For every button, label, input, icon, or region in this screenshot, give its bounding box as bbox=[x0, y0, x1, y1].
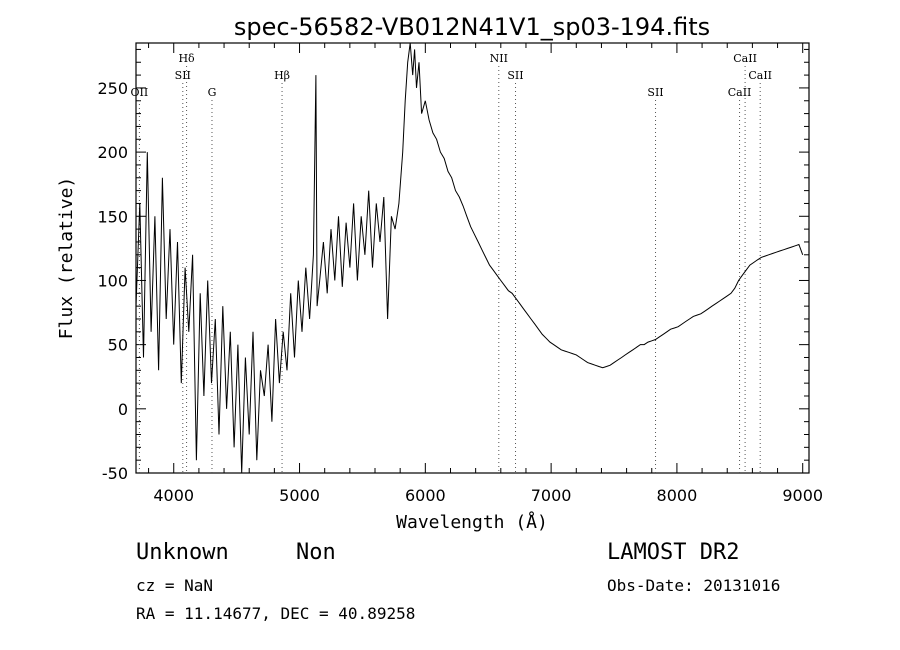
redshift-cz: cz = NaN bbox=[136, 576, 214, 595]
spectral-line-label: SII bbox=[507, 69, 523, 82]
y-tick-label: 50 bbox=[108, 336, 128, 355]
y-tick-label: -50 bbox=[102, 464, 128, 483]
object-type: Unknown bbox=[136, 540, 229, 565]
axis-ticks: 4000 5000 6000 7000 8000 9000 -50 0 50 100 150 200 2… bbox=[97, 43, 823, 505]
x-tick-label: 8000 bbox=[657, 486, 698, 505]
obs-date: Obs-Date: 20131016 bbox=[607, 576, 781, 595]
x-tick-label: 5000 bbox=[279, 486, 320, 505]
spectral-line-label: CaII bbox=[733, 52, 757, 65]
x-tick-label: 7000 bbox=[531, 486, 572, 505]
spectrum-line bbox=[135, 42, 804, 474]
spectral-line-markers: OII Hδ SII G Hβ NII SII SII CaII CaII CaII bbox=[131, 52, 772, 473]
spectral-line-label: SII bbox=[647, 86, 663, 99]
spectral-line-label: Hβ bbox=[274, 69, 290, 82]
spectral-line-label: OII bbox=[131, 86, 149, 99]
plot-frame bbox=[135, 42, 810, 474]
y-tick-label: 100 bbox=[97, 271, 128, 290]
x-tick-label: 9000 bbox=[782, 486, 823, 505]
x-axis-label: Wavelength (Å) bbox=[396, 511, 548, 533]
spectral-line-label: CaII bbox=[748, 69, 772, 82]
spectral-line-label: SII bbox=[175, 69, 191, 82]
coordinates: RA = 11.14677, DEC = 40.89258 bbox=[136, 604, 416, 623]
spectral-line-label: Hδ bbox=[178, 52, 195, 65]
y-tick-label: 150 bbox=[97, 207, 128, 226]
chart-title: spec-56582-VB012N41V1_sp03-194.fits bbox=[234, 13, 710, 41]
x-tick-label: 6000 bbox=[405, 486, 446, 505]
spectral-line-label: NII bbox=[490, 52, 508, 65]
spectral-line-label: G bbox=[208, 86, 217, 99]
y-tick-label: 0 bbox=[118, 400, 128, 419]
spectral-line-label: CaII bbox=[728, 86, 752, 99]
survey-name: LAMOST DR2 bbox=[607, 540, 740, 565]
y-axis-label: Flux (relative) bbox=[56, 177, 77, 340]
x-tick-label: 4000 bbox=[153, 486, 194, 505]
y-tick-label: 250 bbox=[97, 79, 128, 98]
object-subclass: Non bbox=[296, 540, 336, 565]
y-tick-label: 200 bbox=[97, 143, 128, 162]
